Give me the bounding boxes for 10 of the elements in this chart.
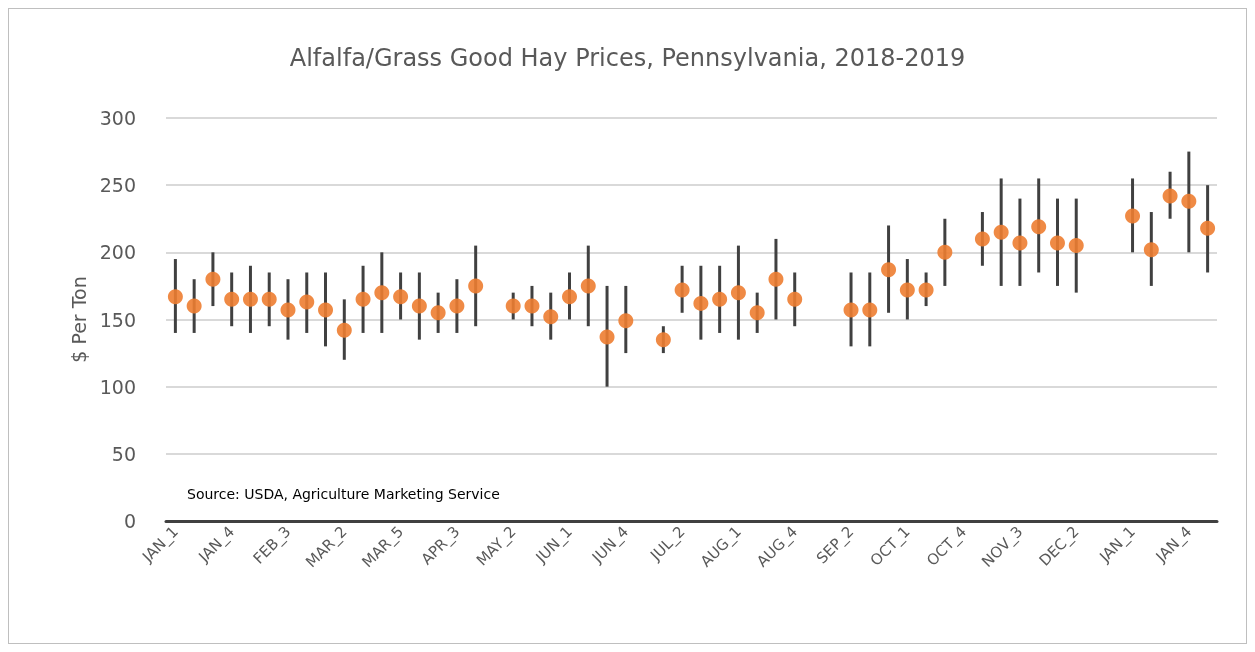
y-tick-label: 0 [123,510,136,532]
y-tick-label: 200 [99,241,136,264]
chart-title: Alfalfa/Grass Good Hay Prices, Pennsylvania, 2018-2019 [289,44,966,72]
y-tick-label: 150 [99,308,136,331]
annotation: Source: USDA, Agriculture Marketing Service [187,486,500,502]
y-tick-label: 50 [111,442,136,465]
y-tick-label: 100 [99,375,136,398]
y-axis-title: $ Per Ton [68,276,91,363]
y-tick-label: 250 [99,174,136,197]
y-tick-label: 300 [99,107,136,129]
